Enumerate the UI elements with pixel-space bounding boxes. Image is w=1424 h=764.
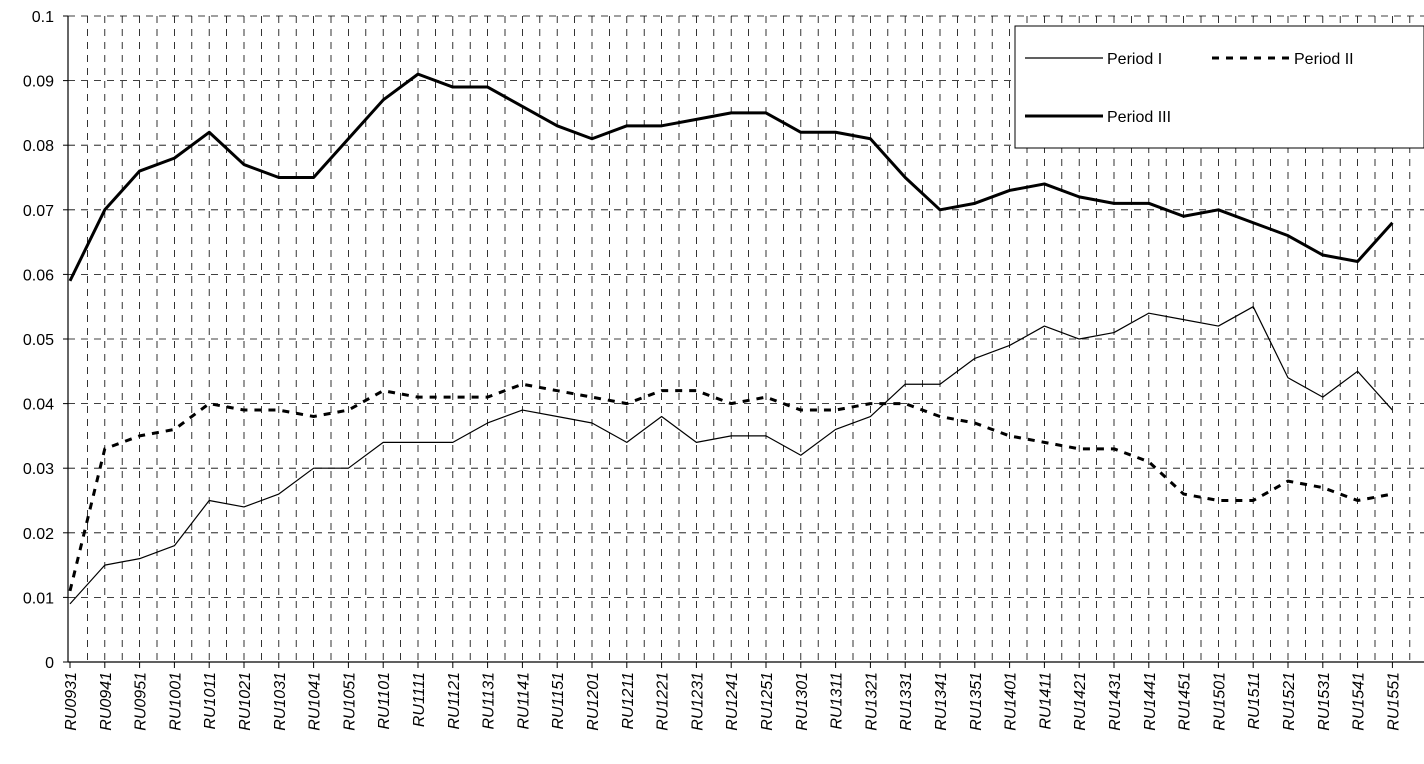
- legend-label: Period II: [1294, 51, 1354, 68]
- x-tick-label: RU1411: [1037, 672, 1054, 730]
- x-tick-label: RU1121: [446, 672, 463, 730]
- legend-label: Period I: [1107, 51, 1162, 68]
- x-tick-label: RU1051: [341, 672, 358, 731]
- x-tick-label: RU1431: [1107, 672, 1124, 731]
- x-tick-label: RU1421: [1072, 672, 1089, 731]
- x-tick-label: RU1151: [550, 672, 567, 730]
- x-tick-label: RU1211: [620, 672, 637, 730]
- series-line: [68, 72, 1394, 282]
- x-tick-label: RU1111: [411, 672, 428, 727]
- x-tick-label: RU1001: [167, 672, 184, 731]
- x-tick-label: RU0951: [133, 672, 150, 731]
- x-tick-label: RU1141: [515, 672, 532, 730]
- x-tick-label: RU1401: [1003, 672, 1020, 731]
- legend-box: [1014, 25, 1424, 149]
- x-tick-label: RU1541: [1351, 672, 1368, 731]
- y-tick-label: 0.1: [32, 9, 54, 26]
- x-tick-label: RU1031: [272, 672, 289, 731]
- x-tick-label: RU1511: [1246, 672, 1263, 730]
- x-tick-label: RU1321: [863, 672, 880, 731]
- x-tick-label: RU1011: [202, 672, 219, 730]
- x-tick-label: RU1351: [968, 672, 985, 731]
- series-line: [68, 382, 1393, 592]
- x-tick-label: RU1251: [759, 672, 776, 731]
- y-tick-label: 0.07: [23, 203, 54, 220]
- x-tick-label: RU1231: [689, 672, 706, 731]
- y-tick-label: 0.09: [23, 74, 54, 91]
- x-tick-label: RU1521: [1281, 672, 1298, 731]
- x-tick-label: RU1201: [585, 672, 602, 731]
- x-tick-label: RU1101: [376, 672, 393, 730]
- x-tick-label: RU1531: [1316, 672, 1333, 731]
- x-tick-label: RU1021: [237, 672, 254, 731]
- x-tick-label: RU1341: [933, 672, 950, 731]
- x-tick-label: RU1221: [655, 672, 672, 731]
- y-tick-label: 0.06: [23, 267, 54, 284]
- x-tick-label: RU1441: [1142, 672, 1159, 731]
- x-tick-label: RU1331: [898, 672, 915, 731]
- legend-label: Period III: [1107, 109, 1171, 126]
- x-tick-label: RU1041: [307, 672, 324, 731]
- y-tick-label: 0: [45, 655, 54, 672]
- y-tick-label: 0.04: [23, 397, 54, 414]
- x-tick-label: RU0931: [63, 672, 80, 731]
- y-tick-label: 0.02: [23, 526, 54, 543]
- y-tick-label: 0.08: [23, 138, 54, 155]
- x-tick-label: RU1551: [1385, 672, 1402, 731]
- y-tick-label: 0.01: [23, 590, 54, 607]
- x-tick-label: RU0941: [98, 672, 115, 731]
- y-tick-label: 0.05: [23, 332, 54, 349]
- x-tick-label: RU1241: [724, 672, 741, 731]
- x-tick-label: RU1131: [481, 672, 498, 730]
- x-tick-label: RU1301: [794, 672, 811, 731]
- y-tick-label: 0.03: [23, 461, 54, 478]
- series-line: [69, 306, 1393, 605]
- x-tick-label: RU1451: [1177, 672, 1194, 731]
- x-tick-label: RU1501: [1211, 672, 1228, 731]
- x-tick-label: RU1311: [829, 672, 846, 730]
